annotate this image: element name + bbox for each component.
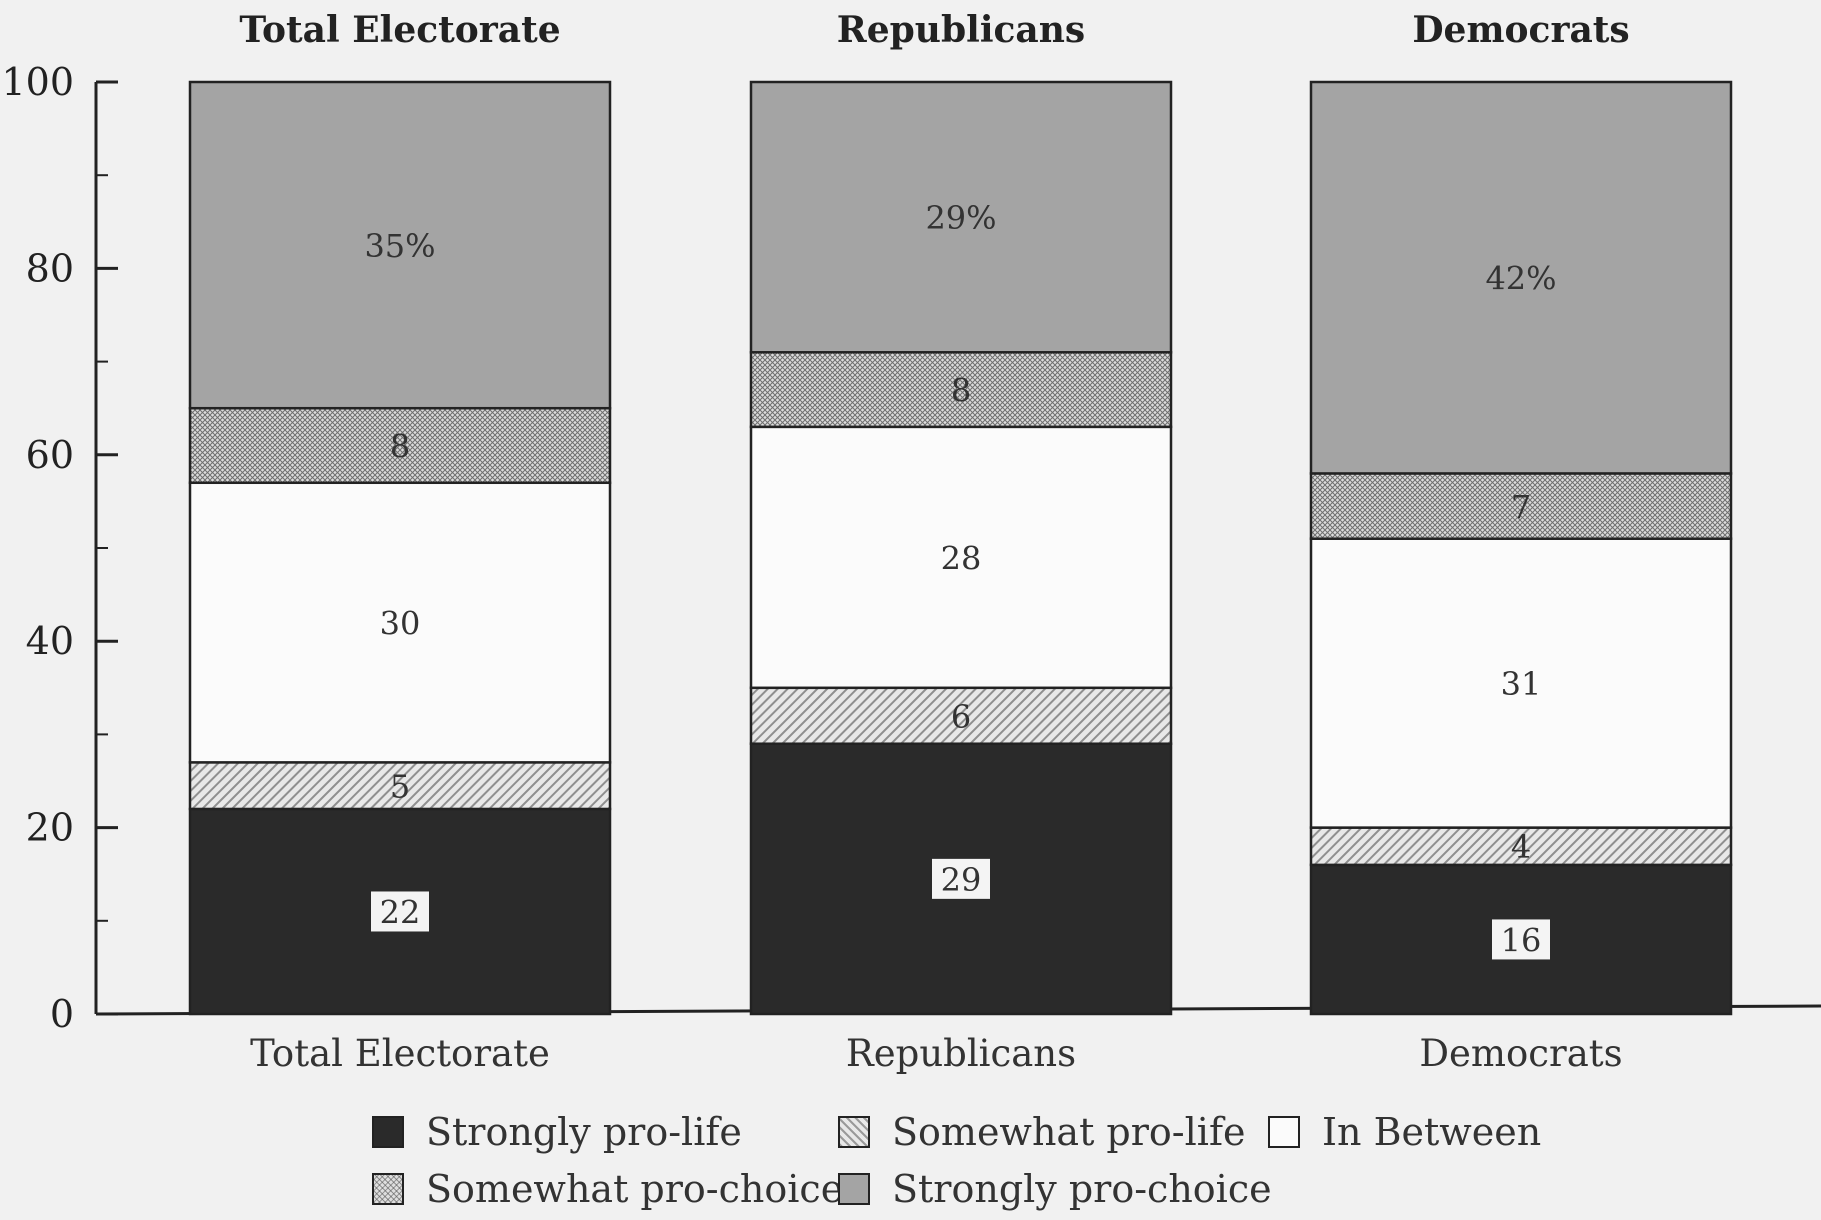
data-label-in-between: 28 (941, 539, 982, 577)
data-label-in-between: 31 (1501, 665, 1542, 703)
legend-label-strongly-pro-choice: Strongly pro-choice (892, 1167, 1272, 1211)
bar-segment-somewhat-pro-choice (188, 406, 612, 485)
data-label-box (932, 858, 990, 899)
bar-segment-strongly-pro-choice (188, 80, 612, 410)
panel-title: Total Electorate (239, 9, 560, 51)
legend-swatch-in-between (1268, 1116, 1300, 1148)
panel-title: Democrats (1412, 9, 1629, 51)
data-label-somewhat-pro-choice: 7 (1511, 488, 1531, 526)
legend-label-in-between: In Between (1322, 1110, 1542, 1154)
bar-segment-somewhat-pro-choice (1309, 472, 1733, 540)
legend-item-in-between: In Between (1268, 1110, 1541, 1154)
x-category-label: Total Electorate (250, 1032, 550, 1075)
data-label-box (371, 891, 429, 932)
y-tick-label: 80 (26, 246, 74, 290)
bar-segment-strongly-pro-choice (1309, 80, 1733, 475)
y-tick-label: 60 (26, 433, 74, 477)
data-label-somewhat-pro-life: 4 (1511, 828, 1531, 866)
panel-title: Republicans (837, 9, 1085, 51)
bar-segment-somewhat-pro-choice (749, 351, 1173, 429)
legend: Strongly pro-life Somewhat pro-life In B… (360, 1110, 1560, 1220)
legend-swatch-somewhat-pro-choice (372, 1173, 404, 1205)
bar-segment-somewhat-pro-life (1309, 826, 1733, 867)
legend-item-somewhat-pro-choice: Somewhat pro-choice (372, 1167, 843, 1211)
data-label-strongly-pro-choice: 42% (1485, 260, 1556, 298)
data-label-in-between: 30 (380, 605, 421, 643)
y-tick-label: 40 (26, 619, 74, 663)
legend-label-strongly-pro-life: Strongly pro-life (426, 1110, 742, 1154)
bar-segment-in-between (749, 425, 1173, 690)
bar-segment-somewhat-pro-life (749, 686, 1173, 745)
x-category-label: Republicans (846, 1032, 1076, 1075)
legend-item-strongly-pro-life: Strongly pro-life (372, 1110, 742, 1154)
data-label-strongly-pro-choice: 35% (364, 227, 435, 265)
legend-swatch-somewhat-pro-life (838, 1116, 870, 1148)
data-label-somewhat-pro-life: 5 (390, 768, 410, 806)
bar-segment-in-between (1309, 537, 1733, 829)
data-label-somewhat-pro-life: 6 (951, 698, 971, 736)
y-tick-label: 0 (50, 992, 74, 1036)
data-label-strongly-pro-life: 29 (941, 861, 982, 899)
y-tick-label: 20 (26, 806, 74, 850)
data-label-strongly-pro-life: 16 (1501, 921, 1542, 959)
bar-segment-in-between (188, 481, 612, 764)
bar-segment-somewhat-pro-life (188, 761, 612, 811)
data-label-box (1492, 919, 1550, 960)
data-label-somewhat-pro-choice: 8 (390, 427, 410, 465)
bar-segment-strongly-pro-choice (749, 80, 1173, 354)
legend-label-somewhat-pro-life: Somewhat pro-life (892, 1110, 1246, 1154)
data-label-somewhat-pro-choice: 8 (951, 372, 971, 410)
legend-swatch-strongly-pro-life (372, 1116, 404, 1148)
data-label-strongly-pro-choice: 29% (925, 199, 996, 237)
legend-item-strongly-pro-choice: Strongly pro-choice (838, 1167, 1272, 1211)
x-category-label: Democrats (1419, 1032, 1622, 1075)
legend-item-somewhat-pro-life: Somewhat pro-life (838, 1110, 1246, 1154)
legend-label-somewhat-pro-choice: Somewhat pro-choice (426, 1167, 844, 1211)
legend-swatch-strongly-pro-choice (838, 1173, 870, 1205)
data-label-strongly-pro-life: 22 (380, 893, 421, 931)
y-tick-label: 100 (1, 60, 74, 104)
